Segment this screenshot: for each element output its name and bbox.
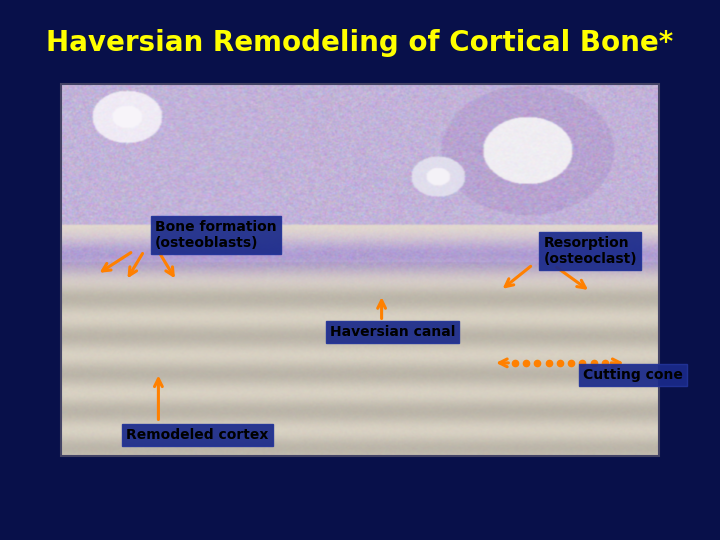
Text: Haversian Remodeling of Cortical Bone*: Haversian Remodeling of Cortical Bone* [46, 29, 674, 57]
Text: Resorption
(osteoclast): Resorption (osteoclast) [544, 236, 637, 266]
Text: Bone formation
(osteoblasts): Bone formation (osteoblasts) [155, 220, 276, 250]
Text: Remodeled cortex: Remodeled cortex [126, 428, 269, 442]
Text: Cutting cone: Cutting cone [583, 368, 683, 382]
Text: Haversian canal: Haversian canal [330, 325, 455, 339]
